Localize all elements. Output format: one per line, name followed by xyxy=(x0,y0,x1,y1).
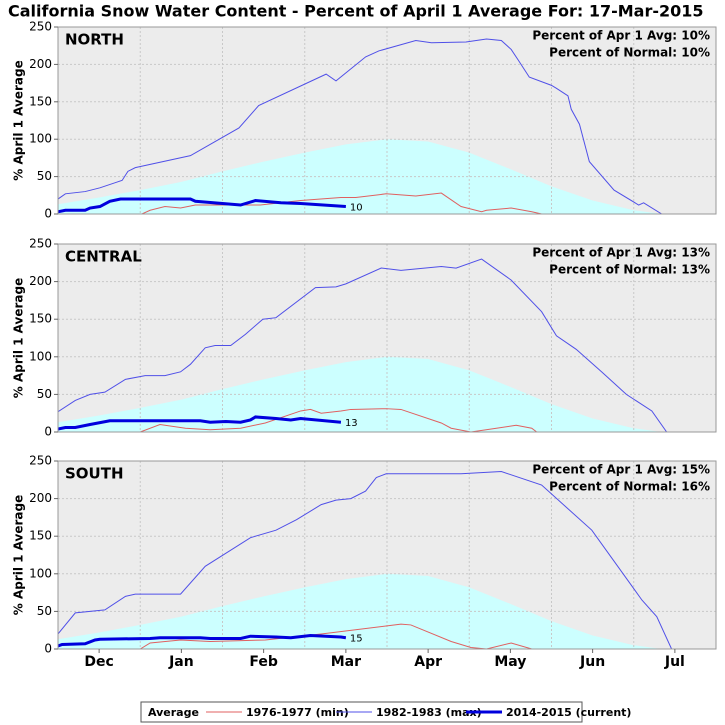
y-tick-label: 50 xyxy=(37,169,52,183)
legend-label: 1982-1983 (max) xyxy=(376,706,482,719)
region-label: NORTH xyxy=(65,31,124,49)
y-tick-label: 0 xyxy=(44,642,52,656)
series-line xyxy=(58,197,346,214)
series-line xyxy=(58,415,342,431)
y-tick-label: 50 xyxy=(37,604,52,618)
x-tick-label: Mar xyxy=(331,654,361,670)
x-tick-label: Dec xyxy=(84,654,113,670)
y-tick-label: 250 xyxy=(29,20,52,34)
region-label: CENTRAL xyxy=(65,248,142,266)
y-tick-label: 100 xyxy=(29,566,52,580)
legend-label: 1976-1977 (min) xyxy=(246,706,349,719)
y-tick-label: 250 xyxy=(29,237,52,251)
y-tick-label: 150 xyxy=(29,94,52,108)
annotation: Percent of Apr 1 Avg: 15% xyxy=(532,463,710,477)
end-label: 10 xyxy=(350,203,363,214)
x-tick-label: Jul xyxy=(664,654,685,670)
y-axis-label: % April 1 Average xyxy=(12,495,26,616)
legend-label: 2014-2015 (current) xyxy=(506,706,631,719)
end-label: 13 xyxy=(345,418,358,429)
y-tick-label: 50 xyxy=(37,387,52,401)
annotation: Percent of Normal: 13% xyxy=(549,263,710,277)
y-tick-label: 150 xyxy=(29,312,52,326)
y-axis-label: % April 1 Average xyxy=(12,278,26,399)
y-tick-label: 100 xyxy=(29,132,52,146)
legend-label: Average xyxy=(148,706,199,719)
x-tick-label: May xyxy=(494,654,526,670)
annotation: Percent of Normal: 10% xyxy=(549,46,710,60)
series-line xyxy=(139,623,532,649)
x-tick-label: Feb xyxy=(249,654,278,670)
series-line xyxy=(58,471,673,649)
x-tick-label: Jun xyxy=(579,654,605,670)
y-tick-label: 200 xyxy=(29,491,52,505)
annotation: Percent of Normal: 16% xyxy=(549,480,710,494)
x-tick-label: Apr xyxy=(414,654,442,670)
y-tick-label: 0 xyxy=(44,425,52,439)
y-axis-label: % April 1 Average xyxy=(12,60,26,181)
annotation: Percent of Apr 1 Avg: 13% xyxy=(532,246,710,260)
y-tick-label: 200 xyxy=(29,274,52,288)
series-line xyxy=(58,633,347,648)
series-line xyxy=(140,408,537,432)
plot-border xyxy=(57,26,717,215)
annotation: Percent of Apr 1 Avg: 10% xyxy=(532,29,710,43)
x-tick-label: Jan xyxy=(168,654,194,670)
region-label: SOUTH xyxy=(65,465,124,483)
y-tick-label: 200 xyxy=(29,57,52,71)
series-line xyxy=(58,258,668,432)
y-tick-label: 250 xyxy=(29,454,52,468)
plot-border xyxy=(57,243,717,433)
series-line xyxy=(141,192,542,214)
plot-border xyxy=(57,460,717,650)
series-line xyxy=(58,38,662,214)
chart-title: California Snow Water Content - Percent … xyxy=(8,2,704,21)
y-tick-label: 150 xyxy=(29,529,52,543)
y-tick-label: 100 xyxy=(29,349,52,363)
end-label: 15 xyxy=(350,634,363,645)
y-tick-label: 0 xyxy=(44,207,52,221)
